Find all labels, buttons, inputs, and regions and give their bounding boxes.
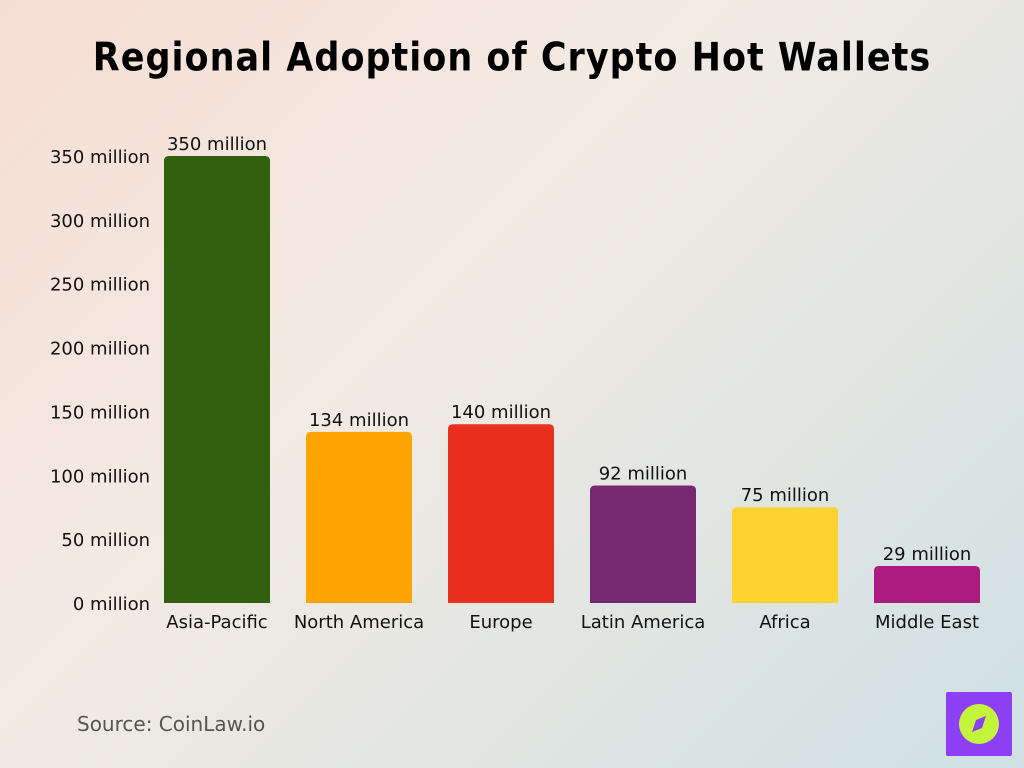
brand-logo [946,692,1012,756]
data-label: 134 million [309,410,409,431]
chart-title: Regional Adoption of Crypto Hot Wallets [92,35,932,81]
bar [306,431,412,603]
x-tick-label: Asia-Pacific [166,612,267,633]
x-axis: Asia-Pacific North America Europe Latin Ame… [166,612,979,633]
bar [732,507,838,603]
x-tick-label: North America [294,612,424,633]
source-text: Source: CoinLaw.io [77,712,266,736]
y-tick-label: 0 million [73,594,150,615]
bar [448,424,554,603]
x-tick-label: Africa [759,612,810,633]
data-label: 29 million [883,544,972,565]
x-tick-label: Middle East [875,612,979,633]
data-label: 140 million [451,402,551,423]
bar [874,565,980,603]
bar [164,156,270,603]
x-tick-label: Europe [469,612,532,633]
bars [164,156,980,603]
data-label: 92 million [599,464,688,485]
data-labels: 350 million 134 million 140 million 92 mill… [167,134,971,565]
y-tick-label: 100 million [50,466,150,487]
y-tick-label: 300 million [50,211,150,232]
data-label: 350 million [167,134,267,155]
y-tick-label: 350 million [50,147,150,168]
bar [590,485,696,603]
y-axis: 0 million 50 million 100 million 150 millio… [50,147,150,615]
y-tick-label: 200 million [50,339,150,360]
x-tick-label: Latin America [581,612,706,633]
y-tick-label: 50 million [61,530,150,551]
y-tick-label: 150 million [50,402,150,423]
compass-icon [959,704,999,744]
data-label: 75 million [741,485,830,506]
y-tick-label: 250 million [50,275,150,296]
